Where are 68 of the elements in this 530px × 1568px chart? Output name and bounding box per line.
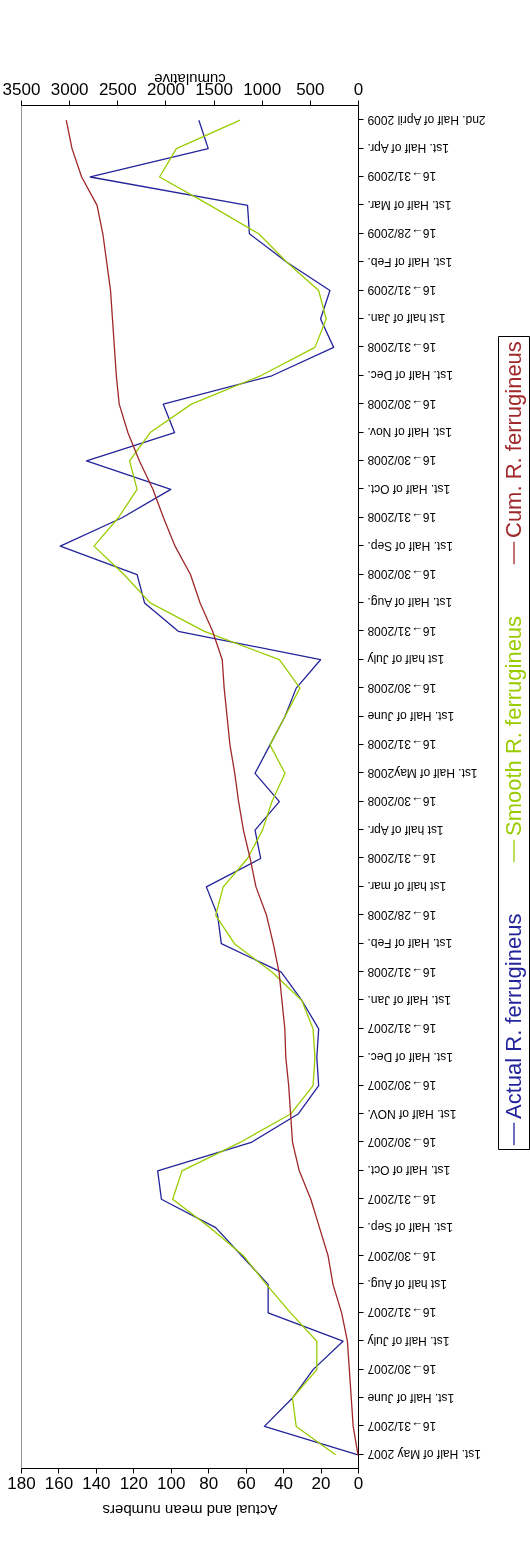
y-tick-label: 1st. Half of Oct. [367, 481, 451, 496]
y-tick-label: 1st. Half of Oct. [367, 1163, 451, 1178]
y-tick-label: 1st. Half of Jan. [367, 992, 451, 1007]
x-tick-label: 140 [82, 1473, 111, 1493]
y-tick-label: 1st half of July [367, 652, 445, 667]
y-tick-label: 1st. Half of Feb. [367, 936, 453, 951]
text: Cum. R. ferrugineus [501, 341, 526, 538]
y-tick-label: 16→30/2008 [367, 567, 437, 582]
y-tick-label: 1st half of Aug. [367, 1276, 447, 1291]
x-tick-label: 20 [311, 1473, 331, 1493]
y-tick-label: 16→31/2008 [367, 623, 437, 638]
y-tick-label: 1st. Half of Sep. [367, 1220, 453, 1235]
y-tick-label: 16→31/2009 [367, 283, 437, 298]
y-tick-label: 16→30/2007 [367, 1248, 437, 1263]
y-tick-label: 1st half of Jan. [367, 311, 446, 326]
x2-tick-label: 0 [353, 79, 364, 99]
y-tick-label: 16→31/2009 [367, 169, 437, 184]
y-tick-label: 16→31/2007 [367, 1305, 437, 1320]
x2-tick-label: 1000 [243, 79, 282, 99]
y-tick-label: 1st. Half of Sep. [367, 538, 453, 553]
x-tick-label: 80 [199, 1473, 219, 1493]
y-tick-label: 1st. Half of Nov. [367, 425, 452, 440]
x2-tick-label: 3500 [2, 79, 41, 99]
x-tick-label: 60 [236, 1473, 256, 1493]
x2-tick-label: 3000 [50, 79, 89, 99]
y-tick-label: 2nd. Half of April 2009 [367, 112, 486, 127]
y-tick-label: 1st. Half of Feb. [367, 254, 453, 269]
y-tick-label: 1st half of mar. [367, 879, 447, 894]
x-tick-label: 0 [353, 1473, 364, 1493]
text: Smooth R. ferrugineus [501, 615, 526, 836]
y-tick-label: 1st. Half of May2008 [367, 765, 478, 780]
y-tick-label: 16→31/2007 [367, 1191, 437, 1206]
y-tick-label: 1st. Half of Dec. [367, 368, 453, 383]
y-tick-label: 1st. Half of June [367, 1390, 455, 1405]
y-tick-label: 16→30/2008 [367, 453, 437, 468]
x-tick-label: 180 [7, 1473, 36, 1493]
y-tick-label: 16→31/2007 [367, 1418, 437, 1433]
y-tick-label: 1st. Half of Apr. [367, 141, 449, 156]
y-tick-label: 16→30/2007 [367, 1362, 437, 1377]
y-tick-label: 1st. Half of July [367, 1333, 450, 1348]
x2-tick-label: 500 [296, 79, 325, 99]
y-tick-label: 16→30/2008 [367, 794, 437, 809]
y-tick-label: 1st half of Apr. [367, 822, 444, 837]
y-tick-label: 1st. Half of June [367, 709, 455, 724]
x-tick-label: 160 [44, 1473, 74, 1493]
x-tick-label: 120 [119, 1473, 149, 1493]
y-tick-label: 16→31/2008 [367, 964, 437, 979]
y-tick-label: 16→31/2008 [367, 737, 437, 752]
y-tick-label: 16→28/2008 [367, 907, 437, 922]
y-tick-label: 1st. Half of Aug. [367, 595, 453, 610]
y-tick-label: 1st. Half of May 2007 [367, 1447, 481, 1462]
x-axis-title: Actual and mean numbers [102, 1501, 278, 1519]
y-tick-label: 16→31/2008 [367, 850, 437, 865]
y-tick-label: 16→31/2008 [367, 339, 437, 354]
y-tick-label: 16→28/2009 [367, 226, 437, 241]
x-tick-label: 100 [157, 1473, 186, 1493]
x-tick-label: 40 [274, 1473, 294, 1493]
x2-tick-label: 2500 [98, 79, 137, 99]
y-tick-label: 16→30/2008 [367, 396, 437, 411]
y-tick-label: 16→30/2007 [367, 1134, 437, 1149]
text: Actual R. ferrugineus [501, 913, 526, 1119]
y-tick-label: 1st. Half of Mar. [367, 197, 452, 212]
y-tick-label: 16→30/2007 [367, 1078, 437, 1093]
y-tick-label: 1st. Half of Dec. [367, 1049, 453, 1064]
y-tick-label: 16→30/2008 [367, 680, 437, 695]
y-tick-label: 16→31/2007 [367, 1021, 437, 1036]
y-tick-label: 16→31/2008 [367, 510, 437, 525]
y-tick-label: 1st. Half of NOV. [367, 1106, 457, 1121]
